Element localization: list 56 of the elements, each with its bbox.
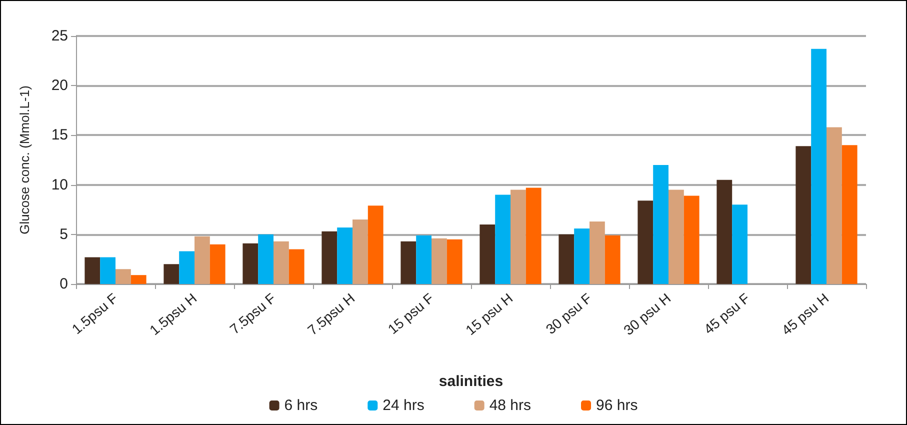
- x-axis-title: salinities: [438, 373, 504, 390]
- legend-label: 48 hrs: [489, 397, 532, 414]
- bar: [558, 234, 574, 284]
- bar: [446, 239, 462, 284]
- legend-label: 96 hrs: [596, 397, 638, 414]
- bar: [716, 180, 732, 284]
- bar: [668, 190, 684, 284]
- bar: [842, 145, 858, 284]
- bar: [84, 257, 100, 284]
- bar: [322, 231, 338, 284]
- bar: [811, 48, 826, 284]
- bar: [274, 241, 289, 284]
- bar: [684, 196, 700, 284]
- y-axis-title: Glucose conc. (Mmol.L-1): [17, 86, 32, 234]
- bar: [288, 249, 304, 284]
- bar: [194, 236, 210, 284]
- bar: [242, 243, 258, 284]
- y-tick-label: 20: [51, 77, 68, 94]
- bar: [368, 206, 384, 284]
- bar: [179, 251, 194, 284]
- x-tick-label: 15 psu F: [384, 290, 437, 338]
- bar: [590, 222, 605, 284]
- bar: [352, 220, 368, 284]
- bar: [210, 244, 226, 284]
- x-tick-label: 30 psu H: [620, 290, 674, 338]
- bar: [732, 204, 748, 284]
- bar: [164, 264, 180, 284]
- legend-label: 6 hrs: [284, 397, 318, 414]
- x-tick-label: 45 psu H: [778, 290, 832, 338]
- bar: [416, 235, 432, 284]
- y-tick-label: 15: [51, 126, 68, 144]
- bar: [100, 257, 116, 284]
- bar: [826, 127, 842, 284]
- bar: [130, 275, 146, 284]
- x-tick-label: 15 psu H: [462, 290, 516, 338]
- bar: [400, 241, 416, 284]
- bar: [638, 200, 654, 284]
- bar: [574, 228, 590, 284]
- bar: [526, 188, 542, 284]
- y-tick-label: 5: [60, 226, 68, 243]
- bar: [495, 194, 510, 284]
- y-tick-label: 25: [51, 28, 68, 44]
- legend-label: 24 hrs: [382, 397, 424, 414]
- bar: [337, 227, 352, 284]
- bar: [432, 238, 447, 284]
- y-tick-label: 0: [60, 276, 68, 292]
- bar: [653, 164, 668, 284]
- bar: [510, 190, 526, 284]
- bar: [258, 234, 274, 284]
- x-tick-label: 30 psu F: [542, 290, 595, 338]
- bar: [796, 146, 812, 284]
- y-tick-label: 10: [51, 176, 68, 194]
- bar: [480, 224, 496, 284]
- bar: [116, 269, 131, 284]
- bar: [604, 235, 620, 284]
- x-tick-label: 45 psu F: [700, 290, 753, 338]
